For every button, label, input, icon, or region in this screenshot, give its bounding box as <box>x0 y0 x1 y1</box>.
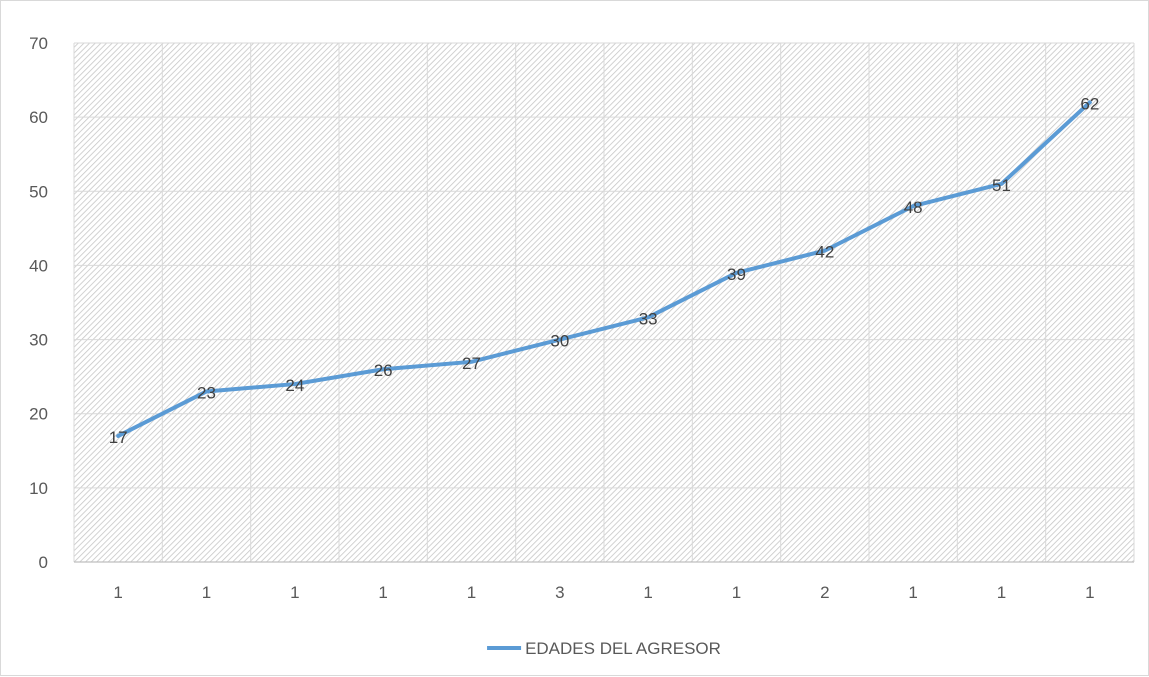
x-tick-label: 1 <box>290 583 299 602</box>
y-tick-label: 20 <box>29 405 48 424</box>
x-tick-label: 1 <box>202 583 211 602</box>
y-tick-label: 0 <box>39 553 48 572</box>
data-label: 33 <box>639 309 658 328</box>
x-tick-label: 1 <box>997 583 1006 602</box>
x-tick-label: 1 <box>643 583 652 602</box>
data-label: 30 <box>550 332 569 351</box>
y-tick-label: 40 <box>29 256 48 275</box>
y-tick-label: 30 <box>29 331 48 350</box>
data-label: 17 <box>109 428 128 447</box>
data-label: 23 <box>197 383 216 402</box>
x-tick-label: 1 <box>378 583 387 602</box>
data-label: 42 <box>815 243 834 262</box>
legend: EDADES DEL AGRESOR <box>487 639 721 658</box>
x-tick-label: 1 <box>467 583 476 602</box>
x-tick-label: 1 <box>113 583 122 602</box>
series-line <box>116 100 1092 438</box>
series-layer <box>116 100 1092 438</box>
x-tick-label: 1 <box>732 583 741 602</box>
data-label: 27 <box>462 354 481 373</box>
data-label: 51 <box>992 176 1011 195</box>
data-label: 48 <box>904 198 923 217</box>
axes: 0 10 20 30 40 50 60 70 1 1 1 1 1 3 1 1 2 1 1 1 <box>29 34 1134 602</box>
data-label: 24 <box>285 376 304 395</box>
gridlines <box>73 42 1135 562</box>
data-labels: 17 23 24 26 27 30 33 39 42 48 51 62 <box>109 94 1100 447</box>
data-label: 39 <box>727 265 746 284</box>
x-tick-label: 1 <box>908 583 917 602</box>
y-tick-label: 50 <box>29 182 48 201</box>
data-label: 26 <box>374 361 393 380</box>
legend-label: EDADES DEL AGRESOR <box>525 639 721 658</box>
x-tick-label: 3 <box>555 583 564 602</box>
y-tick-label: 10 <box>29 479 48 498</box>
x-tick-label: 2 <box>820 583 829 602</box>
y-tick-label: 70 <box>29 34 48 53</box>
y-tick-label: 60 <box>29 108 48 127</box>
data-label: 62 <box>1080 94 1099 113</box>
x-tick-label: 1 <box>1085 583 1094 602</box>
